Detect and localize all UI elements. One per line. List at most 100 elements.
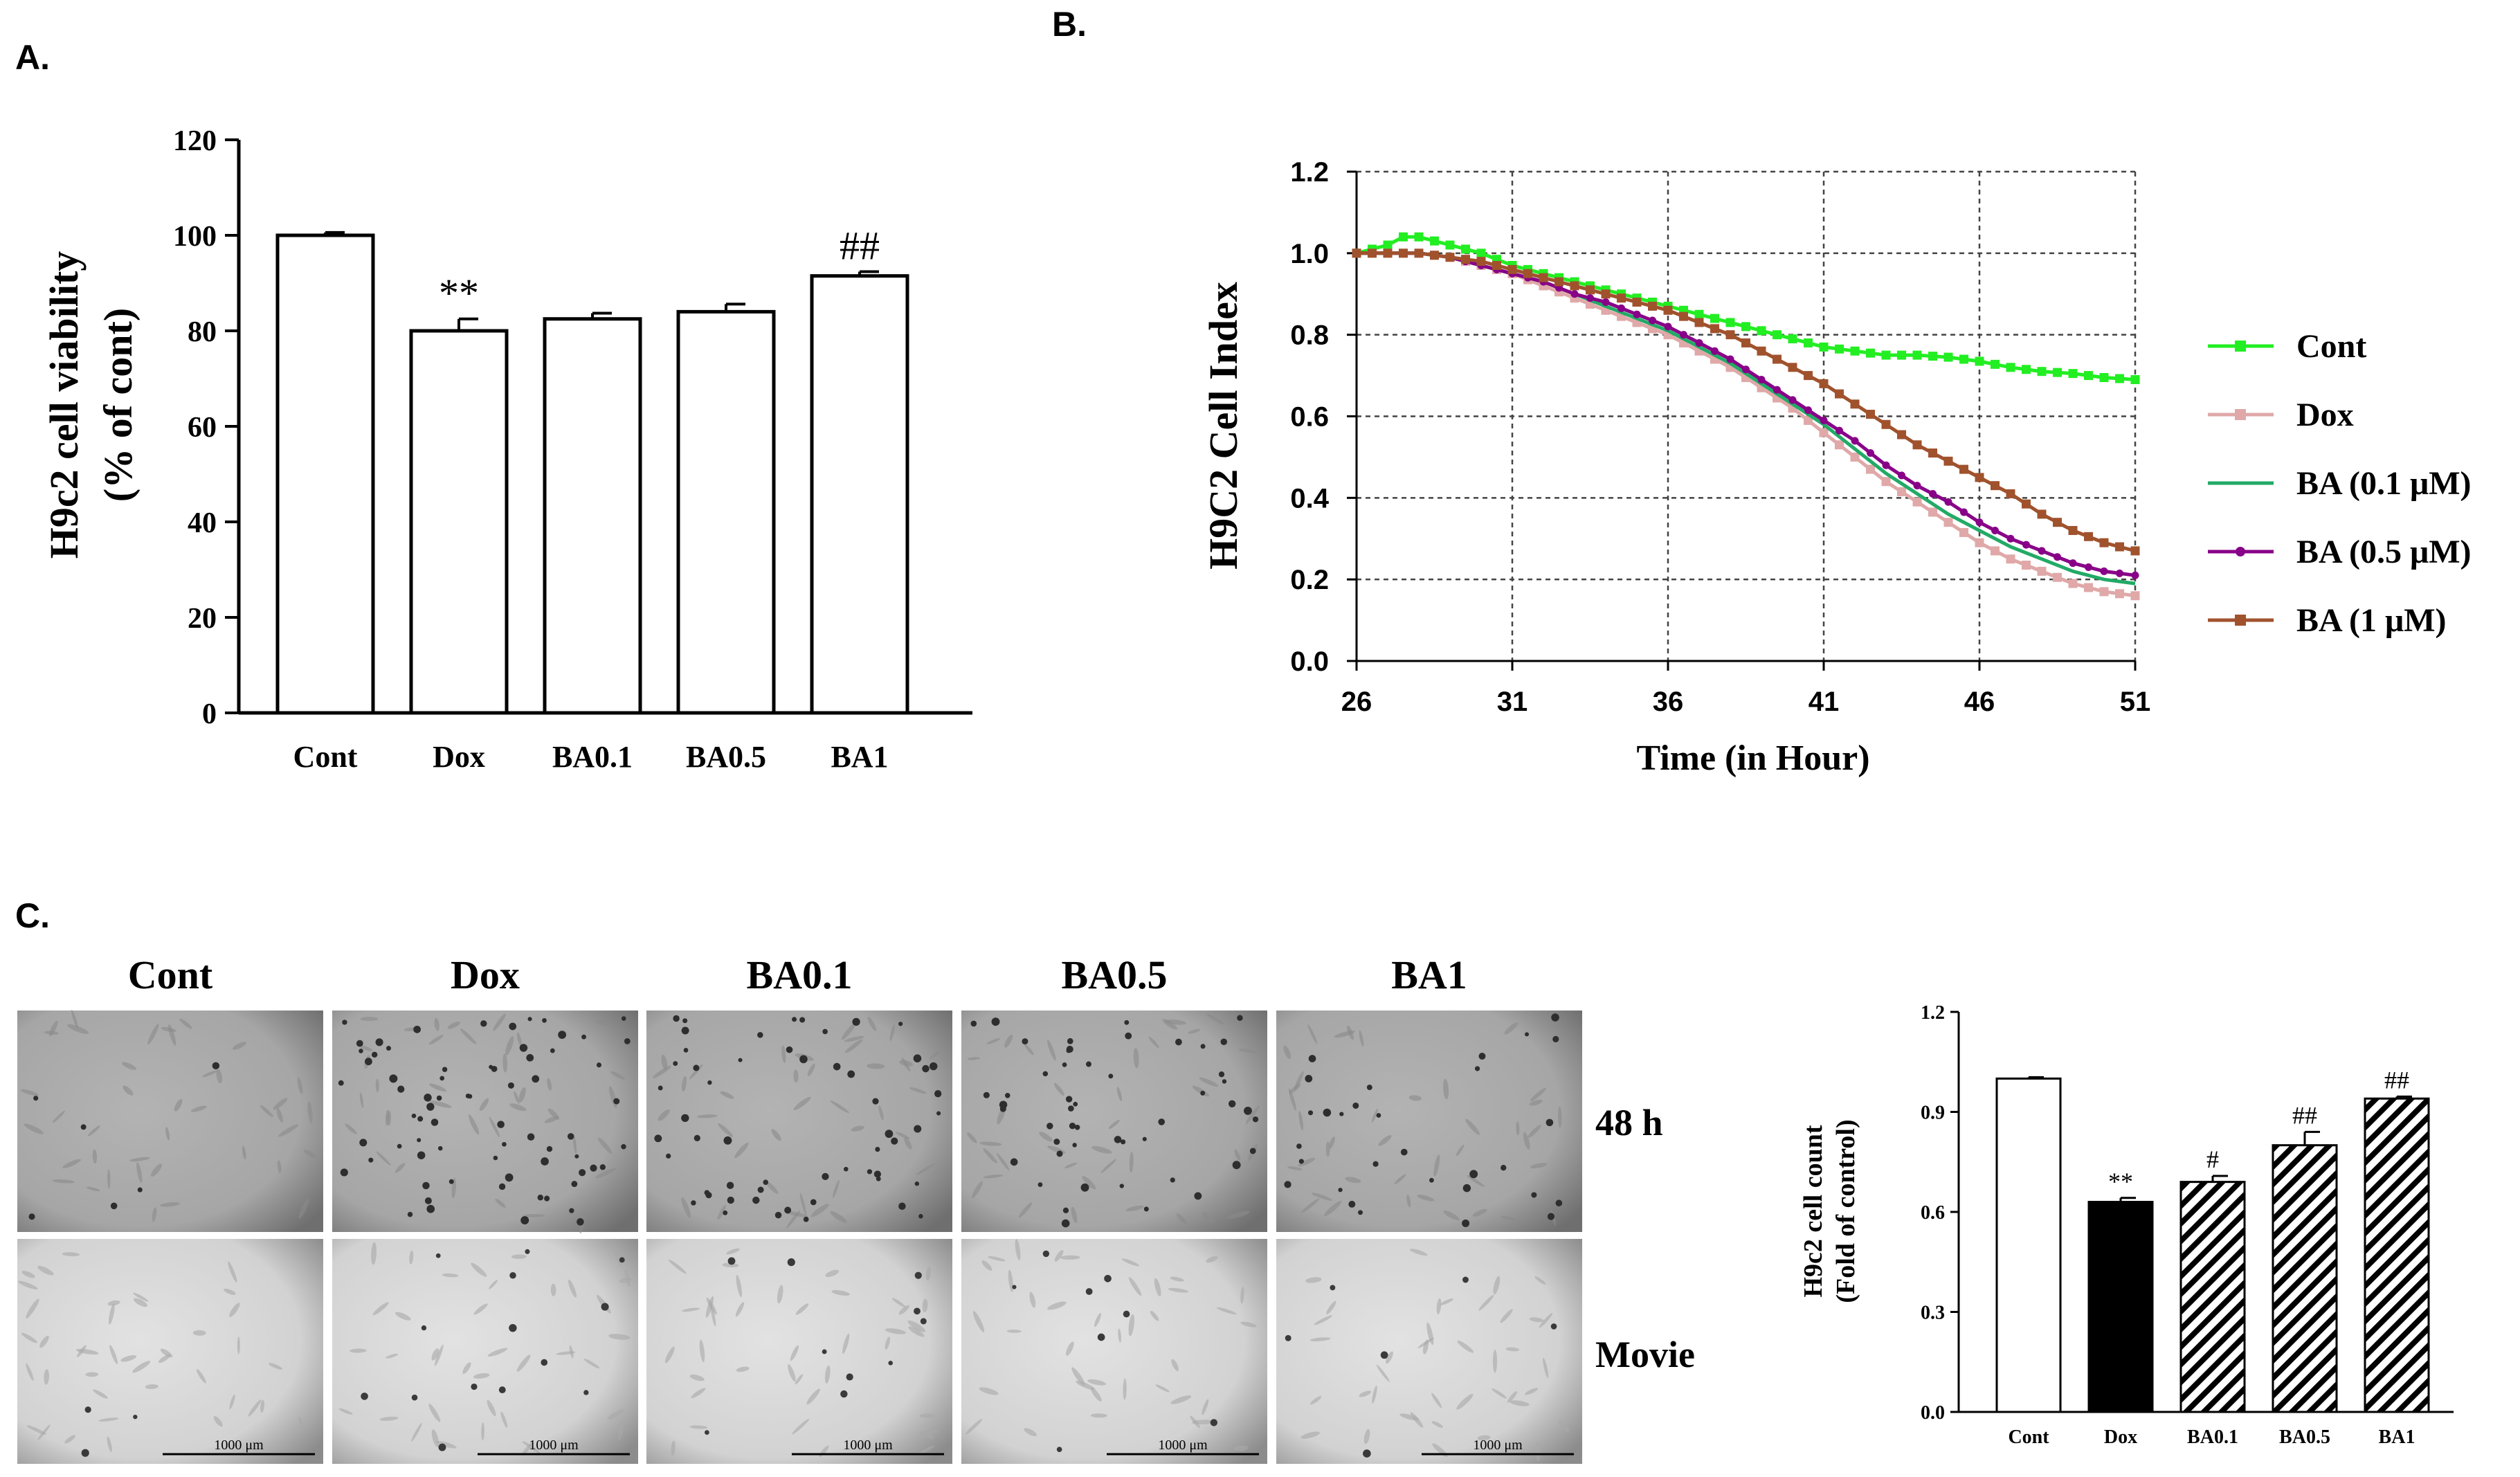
chart-c-y-tick-label: 0.0 (1921, 1402, 1945, 1424)
chart-b-point (1725, 318, 1735, 327)
micrograph-dark-cell (558, 1031, 567, 1039)
micrograph-dark-cell (1108, 1073, 1114, 1079)
chart-b-point (1725, 330, 1735, 340)
micrograph-cell (92, 1149, 98, 1164)
chart-b-point (1912, 440, 1922, 450)
chart-a-category-label: BA0.5 (686, 740, 766, 774)
chart-c-category-label: BA0.5 (2279, 1426, 2330, 1448)
micrograph-cell (885, 1328, 907, 1334)
micrograph-cell (379, 1416, 399, 1421)
micrograph-cell (98, 1417, 119, 1422)
chart-b-point (1710, 324, 1719, 334)
micrograph-dark-cell (527, 1133, 535, 1141)
micrograph-cell (409, 1250, 414, 1265)
micrograph-dark-cell (867, 1169, 873, 1175)
micrograph-dark-cell (1121, 1139, 1126, 1145)
micrograph-dark-cell (1474, 1066, 1480, 1071)
micrograph-cell (699, 1339, 705, 1363)
micrograph-cell (556, 1351, 576, 1355)
micrograph-cell (1100, 1159, 1117, 1174)
micrograph-dark-cell (621, 1144, 626, 1150)
micrograph-cell (689, 1375, 705, 1381)
micrograph-cell (1492, 1388, 1507, 1399)
micrograph-cell (493, 1013, 506, 1031)
micrograph-dark-cell (763, 1179, 769, 1186)
chart-b-point (2037, 367, 2047, 377)
chart-b-point (1881, 419, 1891, 429)
micrograph-dark-cell (681, 1114, 689, 1123)
micrograph-cell (1018, 1202, 1033, 1218)
chart-a-y-tick-label: 60 (188, 412, 217, 444)
micrograph-dark-cell (727, 1257, 736, 1265)
chart-b-point (1850, 399, 1860, 409)
chart-b-point (1788, 363, 1797, 372)
micrograph-dark-cell (502, 1141, 507, 1147)
chart-b-point (1726, 355, 1734, 363)
chart-b-point (1866, 410, 1875, 419)
chart-b-legend-label: Dox (2296, 397, 2354, 433)
micrograph-dark-cell (757, 1186, 764, 1193)
micrograph-dark-cell (934, 1090, 942, 1098)
micrograph-dark-cell (359, 1049, 363, 1053)
micrograph-cell (360, 1017, 379, 1021)
micrograph-cell (213, 1416, 223, 1427)
chart-a-bar (810, 274, 909, 715)
micrograph-dark-cell (342, 1020, 347, 1025)
micrograph-cell (372, 1302, 389, 1316)
chart-b-point (1866, 464, 1875, 474)
micrograph-dark-cell (520, 1216, 529, 1225)
micrograph-cell (908, 1326, 925, 1337)
micrograph-image (646, 1239, 952, 1464)
chart-b-point (1804, 338, 1813, 347)
chart-b-point (1399, 232, 1408, 242)
micrograph-cell (658, 1109, 670, 1121)
micrograph-dark-cell (621, 1016, 626, 1021)
micrograph-cell (1457, 1340, 1474, 1353)
micrograph-cell (1507, 1391, 1518, 1403)
micrograph-cell (895, 1132, 910, 1139)
micrograph-dark-cell (1501, 1165, 1507, 1171)
micrograph-dark-cell (375, 1038, 383, 1046)
micrograph-cell (232, 1042, 247, 1050)
micrograph-dark-cell (654, 1134, 662, 1143)
chart-b-point (1648, 301, 1657, 311)
micrograph-cell (260, 1399, 264, 1413)
micrograph-dark-cell (846, 1373, 853, 1381)
chart-a-ylabel-line2: (% of cont) (96, 308, 140, 502)
micrograph-dark-cell (81, 1449, 89, 1457)
micrograph-cell (1345, 1177, 1361, 1184)
chart-b-point (1960, 508, 1968, 516)
micrograph-cell (1394, 1174, 1406, 1185)
micrograph-dark-cell (707, 1080, 712, 1085)
micrograph-dark-cell (786, 1046, 793, 1053)
chart-a-viability-bars: H9c2 cell viability (% of cont) 0 20 40 60 8… (42, 125, 972, 774)
chart-a-category-label: Cont (293, 740, 358, 774)
chart-c-y-tick-label: 1.2 (1921, 1002, 1945, 1024)
micrograph-cell (825, 1269, 840, 1278)
chart-c-significance: # (2206, 1145, 2219, 1173)
chart-b-point (1991, 481, 2000, 491)
micrograph-dark-cell (1042, 1071, 1049, 1077)
chart-b-point (1912, 350, 1922, 360)
micrograph-dark-cell (507, 1082, 514, 1089)
micrograph-dark-cell (1065, 1096, 1073, 1103)
micrograph-cell (1047, 1040, 1056, 1061)
chart-b-point (1663, 305, 1673, 315)
chart-b-point (1461, 255, 1470, 264)
chart-b-point (1897, 487, 1906, 496)
micrograph-dark-cell (1074, 1124, 1080, 1130)
micrograph-cell (736, 1366, 750, 1372)
micrograph-dark-cell (601, 1303, 609, 1311)
micrograph-cell (909, 1087, 927, 1094)
micrograph-cell (1240, 1321, 1257, 1328)
micrograph-cell (967, 1057, 981, 1060)
micrograph-cell (237, 1336, 240, 1354)
micrograph-cell (523, 1214, 545, 1217)
micrograph-cell (967, 1132, 977, 1143)
micrograph-cell (147, 1024, 159, 1045)
micrograph-cell (1422, 1339, 1429, 1354)
micrograph-dark-cell (624, 1037, 631, 1044)
micrograph-cell (664, 1346, 675, 1363)
chart-b-point (1897, 350, 1906, 360)
chart-c-y-tick-label: 0.6 (1921, 1202, 1945, 1224)
